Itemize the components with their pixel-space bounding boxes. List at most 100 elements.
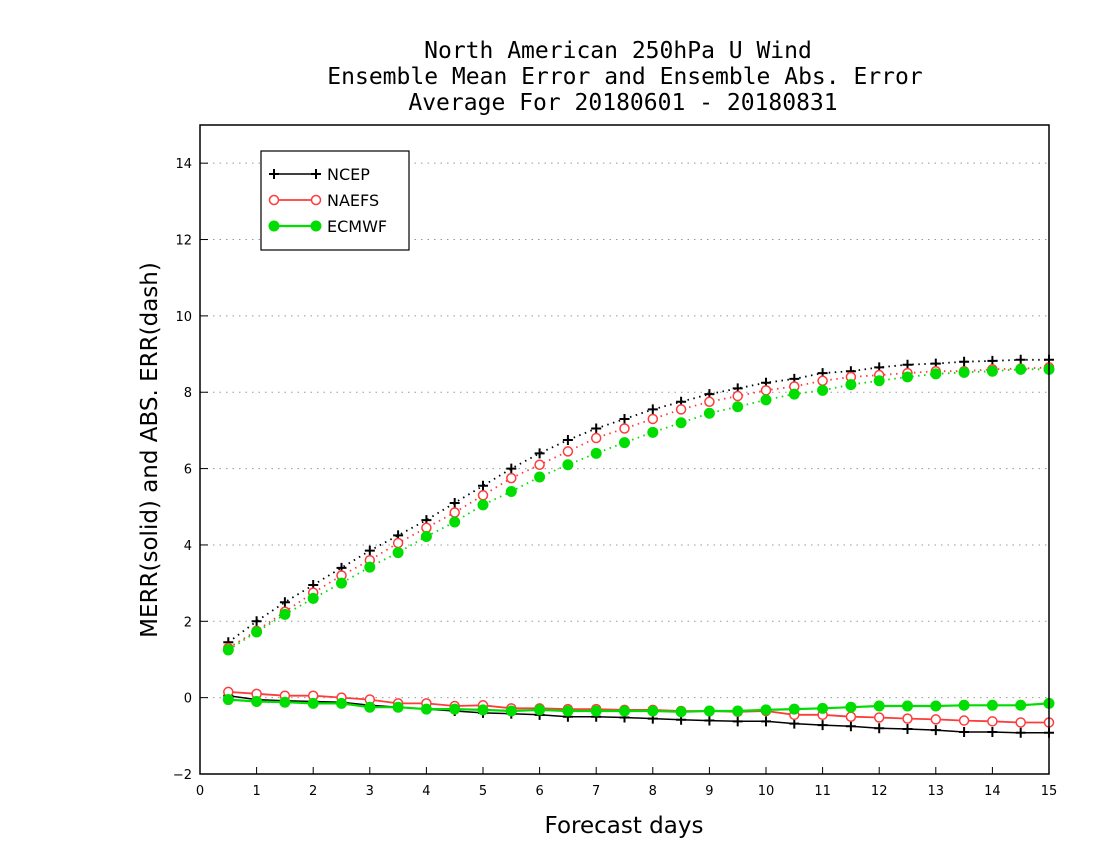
x-tick-label: 10 [758,784,775,799]
ecmwf-merr-point [251,695,263,707]
ecmwf-merr-point [902,700,913,712]
ecmwf-merr-point [534,704,546,716]
ecmwf-merr-point [590,705,602,717]
ecmwf-merr-point [505,705,517,717]
legend-label-naefs: NAEFS [327,191,379,210]
ecmwf-abs-err-point [222,644,234,656]
legend-item-ncep: NCEP [269,165,370,184]
y-tick-label: 0 [184,692,192,707]
naefs-merr-point [902,713,913,724]
ecmwf-abs-err-point [902,371,913,383]
ecmwf-abs-err-point [392,547,404,559]
ecmwf-merr-point [279,696,291,708]
ecmwf-merr-point [873,700,885,712]
naefs-merr-point [873,712,885,723]
legend-marker [310,194,322,206]
x-tick-label: 12 [871,784,888,799]
ecmwf-abs-err-point [732,401,744,413]
x-tick-label: 6 [535,784,543,799]
ecmwf-merr-point [562,705,574,717]
ecmwf-abs-err-point [562,459,574,471]
naefs-abs-err-point [817,375,828,387]
y-tick-label: 10 [175,310,192,325]
ecmwf-abs-err-point [336,577,347,589]
x-tick-label: 0 [196,784,204,799]
x-tick-label: 14 [984,784,1001,799]
legend-item-ecmwf: ECMWF [268,217,387,236]
ecmwf-abs-err-point [279,608,291,620]
ncep-abs-err-point [449,497,460,508]
ecmwf-abs-err-point [251,626,263,638]
ecmwf-merr-point [845,701,857,713]
ecmwf-merr-point [449,703,461,715]
y-tick-label: 12 [175,234,192,249]
x-axis-label: Forecast days [545,813,704,839]
legend-marker [310,220,322,232]
series-ecmwf [222,363,1055,718]
ecmwf-abs-err-point [930,368,942,380]
ncep-abs-err-point [478,480,488,491]
ecmwf-abs-err-point [986,365,998,377]
ecmwf-abs-err-point [364,561,376,573]
ecmwf-abs-err-point [817,384,829,396]
ncep-merr-point [789,718,800,729]
naefs-abs-err-point [421,522,432,534]
ecmwf-abs-err-point [845,379,857,391]
x-tick-label: 4 [422,784,430,799]
ecmwf-abs-err-point [449,516,461,528]
ecmwf-merr-point [986,699,998,711]
ecmwf-merr-point [420,703,432,715]
naefs-abs-err-point [704,396,715,408]
ncep-abs-err-point [562,434,573,445]
ncep-merr-point [902,723,913,734]
ecmwf-merr-point [477,704,489,716]
naefs-merr-point [1015,717,1026,728]
series-ncep [223,354,1054,738]
ncep-abs-err-point [251,616,262,627]
legend-marker [269,169,279,179]
title-line-3: Average For 20180601 - 20180831 [408,90,837,116]
ecmwf-merr-point [364,701,376,713]
naefs-merr-point [930,714,942,725]
ecmwf-merr-point [675,706,687,718]
naefs-abs-err-point [590,432,602,444]
y-tick-label: 14 [175,157,192,172]
ecmwf-abs-err-point [534,471,546,483]
x-tick-label: 5 [479,784,487,799]
naefs-abs-err-point [449,507,460,518]
ecmwf-abs-err-point [703,407,715,419]
ecmwf-abs-err-line [227,368,1049,651]
ncep-abs-err-point [506,463,517,474]
naefs-abs-err-point [392,537,404,549]
x-tick-label: 7 [592,784,600,799]
ecmwf-abs-err-point [647,426,659,438]
chart-title: North American 250hPa U Wind Ensemble Me… [327,38,922,116]
ncep-merr-point [817,720,828,731]
naefs-abs-err-point [647,413,659,425]
y-axis-label: MERR(solid) and ABS. ERR(dash) [137,262,163,638]
ncep-merr-point [732,716,743,727]
legend-label-ecmwf: ECMWF [327,217,387,236]
naefs-abs-err-point [732,390,743,402]
naefs-abs-err-point [562,446,574,457]
y-tick-label: 6 [184,463,192,478]
ncep-abs-err-point [279,597,290,608]
ncep-abs-err-point [647,404,658,415]
grid-lines [200,162,1049,775]
ecmwf-merr-point [703,705,715,717]
x-tick-label: 8 [649,784,657,799]
ncep-abs-err-point [1015,354,1026,365]
ncep-abs-err-point [534,448,545,459]
ncep-abs-err-point [959,356,970,367]
ncep-merr-point [874,723,885,734]
ncep-merr-line [228,694,1049,734]
ecmwf-abs-err-point [958,366,970,378]
ncep-abs-err-point [591,423,602,434]
ecmwf-abs-err-point [590,447,602,459]
ecmwf-merr-point [788,703,800,715]
naefs-merr-point [845,711,857,722]
ecmwf-abs-err-point [307,592,319,604]
ecmwf-abs-err-point [1015,363,1027,375]
ncep-abs-err-point [364,545,375,556]
